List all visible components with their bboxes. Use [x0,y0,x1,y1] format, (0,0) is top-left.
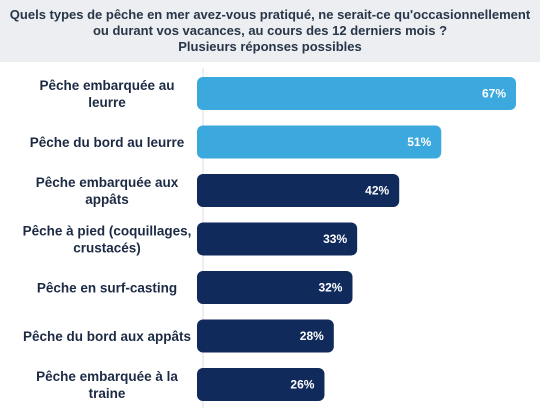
chart-title: Quels types de pêche en mer avez-vous pr… [9,7,531,38]
bar [197,271,353,304]
bar-value-label: 28% [300,329,324,343]
bar-group [197,77,516,401]
bar-value-label: 42% [365,184,389,198]
bar [197,77,516,110]
value-labels: 67% 51% 42% 33% 32% 28% 26% [290,87,506,392]
bar [197,125,442,159]
category-label: appâts [85,192,129,207]
chart-subtitle: Plusieurs réponses possibles [178,39,362,54]
bar [197,222,358,256]
category-labels: Pêche embarquée au leurre Pêche du bord au… [23,78,192,401]
bar-value-label: 32% [318,281,342,295]
category-label: traine [89,386,126,401]
category-label: Pêche du bord au leurre [30,135,185,150]
category-label: Pêche à pied (coquillages, [23,224,192,239]
bar [197,319,334,353]
bar-value-label: 26% [290,378,314,392]
category-label: Pêche embarquée aux [36,175,179,190]
bar [197,174,400,207]
category-label: Pêche embarquée au [39,78,174,93]
bar-value-label: 33% [323,232,347,246]
bar-value-label: 51% [407,135,431,149]
category-label: leurre [88,95,126,110]
category-label: Pêche embarquée à la [36,369,178,384]
category-label: Pêche en surf-casting [37,281,177,296]
category-label: Pêche du bord aux appâts [23,329,191,344]
chart-header: Quels types de pêche en mer avez-vous pr… [0,0,540,62]
bar [197,368,325,401]
bar-value-label: 67% [482,87,506,101]
category-label: crustacés) [73,241,141,256]
